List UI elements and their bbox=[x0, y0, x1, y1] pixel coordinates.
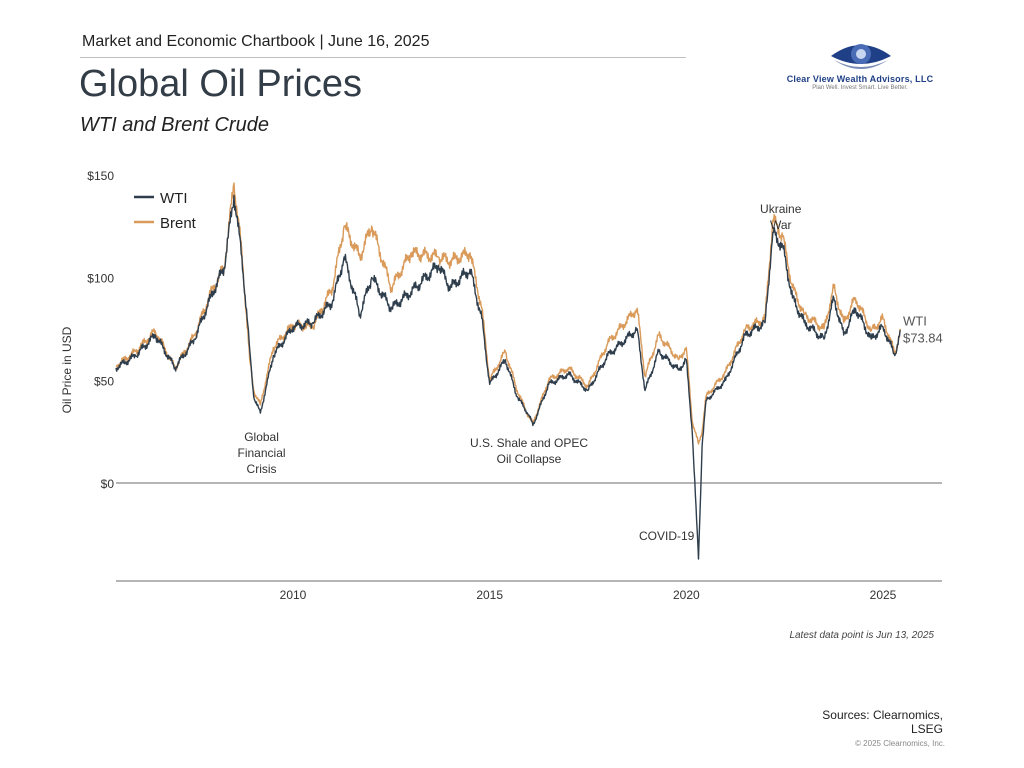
logo-eye-icon bbox=[831, 44, 891, 69]
sources-line-2: LSEG bbox=[910, 722, 943, 736]
annotation-label: COVID-19 bbox=[639, 529, 695, 543]
header-divider bbox=[80, 57, 686, 58]
logo-wordmark: Clear View Wealth Advisors, LLC bbox=[786, 74, 934, 84]
page-title: Global Oil Prices bbox=[79, 63, 362, 105]
sources-line-1: Sources: Clearnomics, bbox=[822, 708, 943, 722]
annotation-label: Crisis bbox=[247, 462, 277, 476]
x-tick-label: 2010 bbox=[280, 588, 307, 602]
end-label-name: WTI bbox=[903, 313, 927, 328]
logo-tagline: Plan Well. Invest Smart. Live Better. bbox=[812, 85, 908, 91]
end-label-value: $73.84 bbox=[903, 330, 943, 345]
sources-note: Sources: Clearnomics, LSEG bbox=[760, 708, 943, 736]
annotation-label: Global bbox=[244, 430, 279, 444]
series-line-wti bbox=[115, 194, 902, 560]
annotation-label: War bbox=[770, 218, 792, 232]
annotation-label: Oil Collapse bbox=[497, 452, 562, 466]
y-tick-label: $50 bbox=[94, 374, 114, 388]
y-tick-label: $0 bbox=[101, 477, 115, 491]
annotation-label: U.S. Shale and OPEC bbox=[470, 436, 588, 450]
page-subtitle: WTI and Brent Crude bbox=[80, 114, 269, 136]
copyright: © 2025 Clearnomics, Inc. bbox=[855, 739, 945, 748]
dateline: Market and Economic Chartbook | June 16,… bbox=[82, 33, 430, 50]
legend-label-brent: Brent bbox=[160, 215, 197, 232]
x-tick-label: 2015 bbox=[476, 588, 503, 602]
y-axis-title: Oil Price in USD bbox=[60, 326, 74, 413]
annotation-label: Financial bbox=[238, 446, 286, 460]
y-tick-label: $100 bbox=[87, 272, 114, 286]
latest-data-note: Latest data point is Jun 13, 2025 bbox=[789, 630, 934, 641]
annotation-label: Ukraine bbox=[760, 202, 802, 216]
x-tick-label: 2020 bbox=[673, 588, 700, 602]
x-tick-label: 2025 bbox=[870, 588, 897, 602]
y-tick-label: $150 bbox=[87, 169, 114, 183]
legend-label-wti: WTI bbox=[160, 190, 188, 207]
